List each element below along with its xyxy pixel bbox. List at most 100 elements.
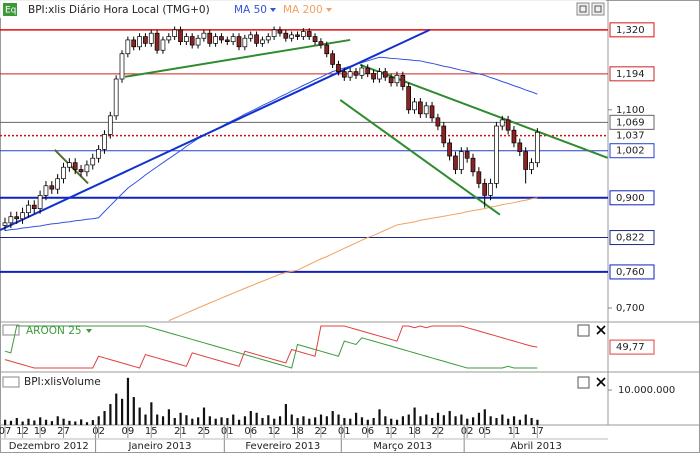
candle-body	[90, 157, 96, 166]
candle-body	[49, 185, 55, 190]
volume-bar	[536, 419, 539, 425]
candle-body	[113, 78, 119, 117]
candle-body	[172, 29, 177, 37]
dropdown-icon[interactable]	[326, 8, 332, 12]
legend-ma50[interactable]: MA 50	[234, 4, 267, 16]
trendline	[339, 99, 501, 216]
x-tick-label: 21	[174, 426, 187, 437]
level-label: 0,760	[616, 267, 645, 278]
candle-body	[359, 67, 365, 76]
volume-bar	[483, 409, 486, 425]
dropdown-icon[interactable]	[270, 8, 276, 12]
candle-body	[306, 31, 312, 37]
candle-body	[66, 162, 72, 168]
candle-body	[236, 36, 242, 48]
window-icon	[594, 5, 602, 13]
volume-bar	[366, 419, 369, 425]
candle-body	[166, 36, 172, 41]
x-tick-label: 02	[461, 426, 474, 437]
candle-body	[482, 183, 488, 196]
window-button[interactable]	[591, 2, 605, 16]
x-tick-label: 18	[408, 426, 421, 437]
volume-bar	[349, 418, 352, 425]
candle-body	[441, 125, 447, 144]
maximize-button[interactable]	[577, 324, 590, 337]
volume-bar	[290, 414, 293, 425]
candle-body	[382, 71, 388, 78]
candle-body	[505, 119, 511, 131]
volume-bar	[278, 416, 282, 425]
volume-bar	[419, 416, 422, 425]
x-tick-label: 22	[315, 426, 328, 437]
candle-body	[523, 151, 529, 170]
candle-body	[148, 32, 154, 44]
aroon-title[interactable]: AROON 25	[26, 325, 82, 337]
candle-body	[26, 204, 31, 214]
candle-body	[400, 74, 406, 87]
candle-body	[494, 125, 499, 184]
level-label: 1,320	[616, 25, 645, 36]
x-tick-label: 27	[57, 426, 70, 437]
candle-body	[242, 37, 248, 48]
legend-ma200[interactable]: MA 200	[283, 4, 323, 16]
volume-bar	[103, 411, 106, 425]
candle-body	[137, 36, 142, 48]
volume-bar	[331, 411, 334, 425]
candle-body	[336, 64, 341, 72]
trendline	[124, 38, 351, 78]
candle-body	[330, 53, 335, 65]
candle-body	[20, 212, 25, 220]
maximize-button[interactable]	[577, 376, 590, 389]
candle-body	[347, 71, 353, 78]
volume-bar	[115, 393, 118, 425]
dropdown-icon[interactable]	[86, 329, 92, 333]
level-label: 0,822	[616, 233, 645, 244]
level-label: 1,002	[616, 146, 645, 157]
candle-body	[365, 67, 371, 74]
aroon-line	[4, 325, 538, 369]
candle-body	[14, 216, 20, 220]
candle-body	[213, 36, 218, 44]
candle-body	[318, 41, 324, 46]
candle-body	[43, 185, 49, 196]
volume-bar	[220, 417, 223, 425]
candle-body	[529, 162, 534, 170]
volume-bar	[80, 419, 83, 425]
volume-bar	[68, 420, 71, 425]
candle-body	[254, 34, 259, 44]
volume-bar	[431, 418, 434, 425]
candle-body	[371, 73, 376, 80]
volume-bar	[161, 416, 165, 425]
value-label: 49,77	[616, 342, 645, 353]
window-button[interactable]	[576, 2, 590, 16]
candle-body	[195, 37, 201, 46]
volume-bar	[343, 418, 346, 425]
x-tick-label: 06	[244, 426, 257, 437]
volume-bar	[355, 412, 358, 425]
volume-bar	[507, 418, 510, 425]
volume-bar	[27, 418, 30, 425]
volume-bar	[144, 414, 147, 425]
volume-bar	[62, 418, 65, 425]
volume-bar	[249, 411, 252, 425]
value-label-box	[609, 339, 655, 355]
volume-bar	[296, 418, 299, 425]
candle-body	[265, 36, 271, 41]
volume-bar	[337, 414, 340, 425]
volume-bar	[466, 418, 469, 425]
volume-bar	[126, 377, 130, 425]
x-tick-label: 11	[508, 426, 521, 437]
volume-bar	[91, 420, 94, 425]
x-tick-label: 12	[385, 426, 398, 437]
candle-body	[324, 44, 330, 55]
close-button[interactable]	[596, 325, 606, 335]
volume-bar	[501, 414, 504, 425]
x-tick-label: 15	[145, 426, 158, 437]
candle-body	[102, 134, 107, 150]
x-tick-label: 17	[531, 426, 544, 437]
volume-bar	[185, 415, 188, 425]
aroon-line	[4, 325, 538, 369]
volume-bar	[85, 422, 89, 425]
close-button[interactable]	[596, 377, 606, 387]
level-label-box	[609, 114, 655, 130]
